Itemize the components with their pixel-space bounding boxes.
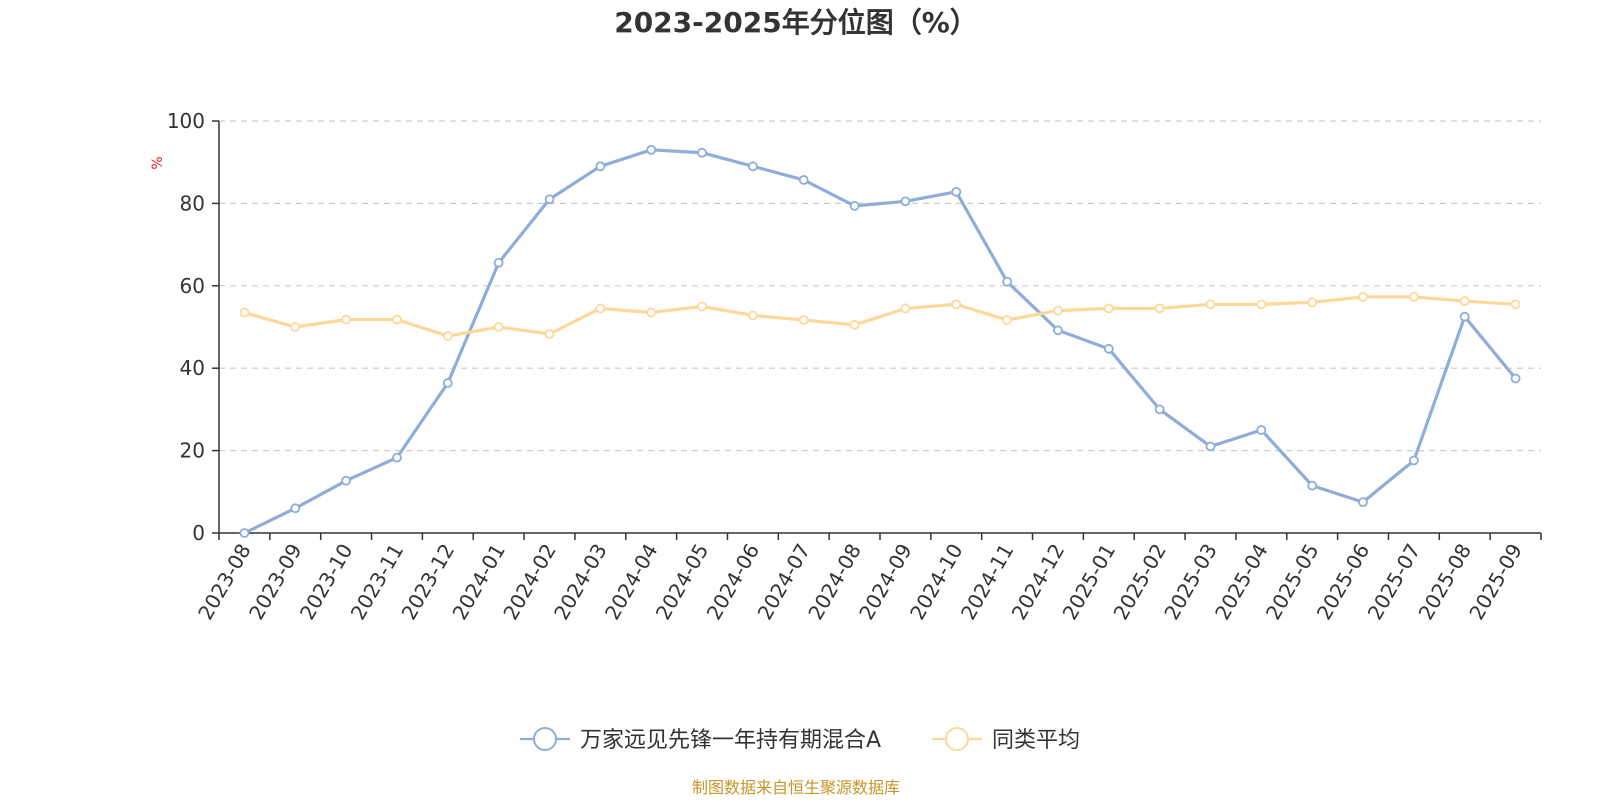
- series-1-point-2024-06: [747, 310, 758, 321]
- series-1-point-2024-08: [849, 320, 860, 330]
- legend-label-0: 万家远见先锋一年持有期混合A: [580, 728, 881, 753]
- series-0-point-2023-10: [341, 475, 352, 486]
- series-0-point-2025-05: [1307, 480, 1318, 491]
- series-0-point-2024-05: [697, 147, 707, 158]
- chart-title: 2023-2025年分位图（%）: [614, 6, 978, 39]
- series-0-point-2023-08: [239, 528, 250, 538]
- legend-item-1: 同类平均: [932, 727, 1080, 753]
- series-0-point-2025-07: [1408, 455, 1419, 466]
- series-line-1: [243, 295, 1516, 338]
- x-axis-tick-labels: 2023-082023-092023-102023-112023-122024-…: [193, 540, 1527, 624]
- series-1-point-2024-04: [646, 307, 657, 318]
- legend-item-0: 万家远见先锋一年持有期混合A: [520, 727, 881, 753]
- series-line-0: [243, 148, 1517, 535]
- series-1-point-2025-05: [1307, 297, 1318, 308]
- y-axis-tick-labels: 0 20 40 60 80 100: [167, 109, 205, 545]
- legend-label-1: 同类平均: [992, 728, 1080, 753]
- series-0-point-2025-01: [1103, 343, 1114, 354]
- series-0-point-2025-09: [1510, 373, 1521, 384]
- series-1-point-2025-04: [1256, 299, 1267, 310]
- series-0-point-2025-03: [1205, 441, 1216, 452]
- y-tick-label-20: 20: [180, 439, 205, 463]
- series-1-point-2024-11: [1002, 315, 1013, 325]
- series-0-point-2025-04: [1256, 425, 1267, 435]
- series-0-point-2024-04: [646, 144, 657, 155]
- series-1-point-2025-09: [1510, 299, 1521, 310]
- series-0-point-2025-02: [1154, 404, 1165, 415]
- series-lines: [239, 144, 1521, 538]
- y-tick-label-60: 60: [180, 274, 205, 298]
- y-tick-label-40: 40: [180, 356, 205, 380]
- series-0-point-2024-03: [595, 161, 606, 172]
- series-0-point-2024-02: [544, 194, 555, 205]
- series-1-point-2025-06: [1358, 292, 1368, 302]
- series-0: [239, 144, 1521, 538]
- series-1-point-2024-05: [697, 301, 707, 312]
- series-1-point-2025-03: [1205, 299, 1216, 310]
- series-0-point-2024-09: [900, 196, 911, 207]
- series-1-point-2024-02: [544, 329, 555, 339]
- series-1-point-2023-08: [239, 307, 250, 318]
- y-tick-label-80: 80: [180, 191, 205, 215]
- series-1-point-2025-08: [1459, 296, 1470, 306]
- series-0-point-2024-08: [849, 200, 860, 211]
- series-1-point-2024-03: [595, 303, 606, 314]
- series-1: [239, 292, 1521, 341]
- series-1-point-2023-11: [392, 314, 402, 325]
- y-tick-label-0: 0: [192, 521, 205, 545]
- legend-swatch-marker-0: [533, 727, 557, 751]
- series-0-point-2025-06: [1358, 497, 1368, 508]
- series-0-point-2024-07: [798, 175, 809, 185]
- series-0-point-2024-11: [1002, 276, 1013, 287]
- series-0-point-2023-11: [392, 452, 402, 463]
- series-0-point-2023-12: [442, 378, 453, 388]
- series-1-point-2024-07: [798, 315, 809, 325]
- series-0-point-2023-09: [290, 503, 301, 514]
- series-0-point-2024-12: [1053, 325, 1063, 336]
- y-axis-unit-label: %: [150, 156, 166, 169]
- series-0-point-2024-01: [493, 257, 504, 268]
- series-1-point-2024-01: [493, 322, 504, 332]
- series-1-point-2023-09: [290, 322, 301, 332]
- series-1-point-2024-12: [1053, 305, 1063, 316]
- series-1-point-2025-01: [1103, 303, 1114, 314]
- y-tick-label-100: 100: [167, 109, 205, 133]
- legend-swatch-marker-1: [945, 727, 969, 751]
- data-source-note: 制图数据来自恒生聚源数据库: [692, 778, 900, 797]
- axes: [212, 120, 1542, 540]
- legend: 万家远见先锋一年持有期混合A 同类平均: [520, 727, 1080, 753]
- grid-lines: [219, 120, 1541, 452]
- series-0-point-2024-10: [951, 186, 962, 197]
- series-1-point-2024-09: [900, 303, 911, 314]
- series-1-point-2023-12: [442, 331, 453, 341]
- series-1-point-2023-10: [341, 314, 352, 325]
- series-1-point-2025-07: [1408, 292, 1419, 302]
- series-1-point-2025-02: [1154, 303, 1165, 314]
- series-0-point-2024-06: [747, 161, 758, 172]
- series-1-point-2024-10: [951, 299, 962, 310]
- series-0-point-2025-08: [1459, 311, 1470, 322]
